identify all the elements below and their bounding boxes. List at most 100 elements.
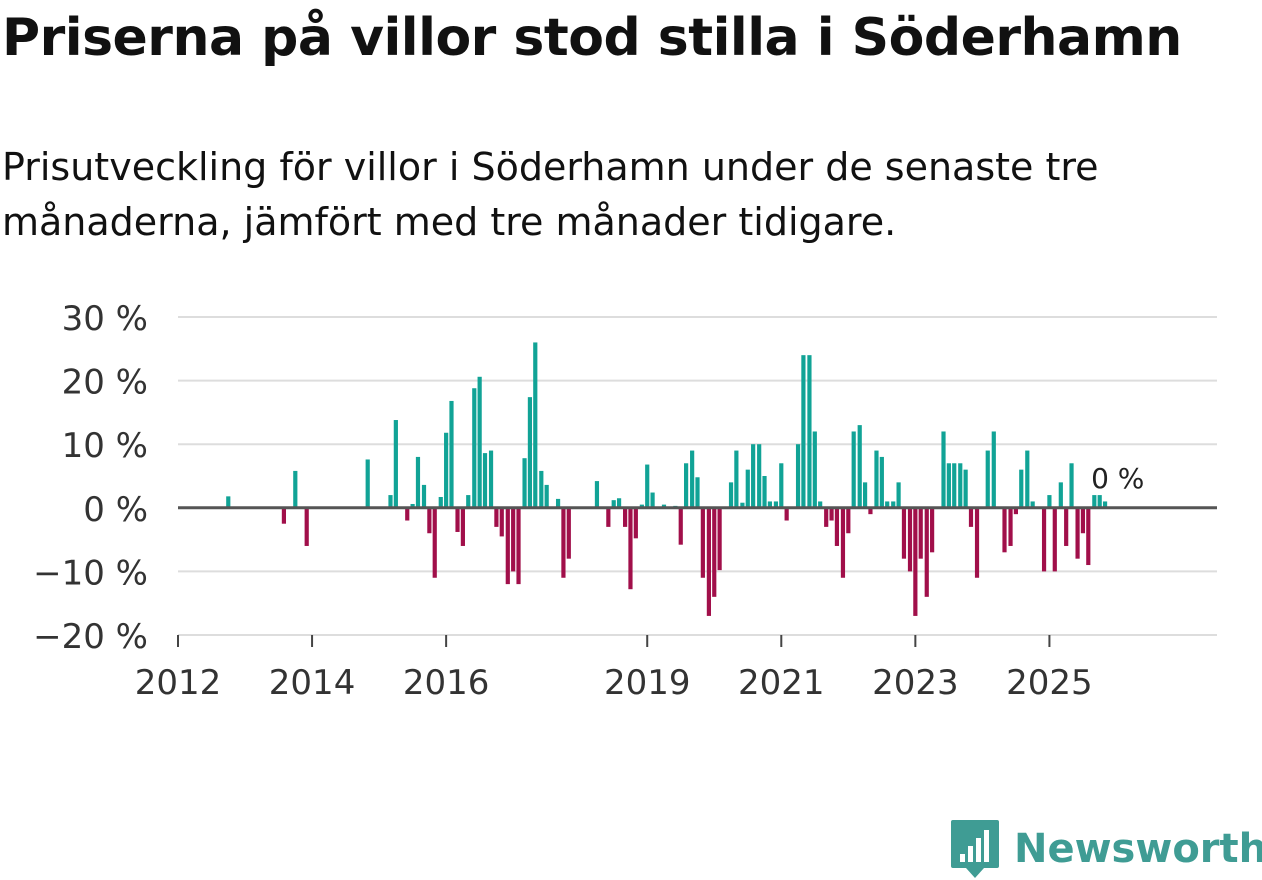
bar-series [178,342,1217,615]
bar [1053,508,1057,572]
last-value-label: 0 % [1091,462,1144,495]
bar [964,470,968,508]
bar [1098,495,1102,508]
bar [874,451,878,508]
bar [779,463,783,508]
bar [293,471,297,508]
bar [461,508,465,546]
bar [1092,495,1096,508]
bar [444,433,448,508]
bar [645,465,649,508]
bar [863,482,867,507]
bar [975,508,979,578]
bar [623,508,627,527]
bar [829,508,833,521]
bar [952,463,956,508]
bar [305,508,309,546]
bar [506,508,510,584]
bar [807,355,811,508]
x-tick-label: 2025 [1006,663,1093,703]
bar [880,457,884,508]
bar [707,508,711,616]
bar [500,508,504,537]
y-tick-label: 30 % [62,299,148,339]
bar [841,508,845,578]
bar [366,459,370,507]
bar [913,508,917,616]
bar [427,508,431,533]
bar [958,463,962,508]
bar [405,508,409,521]
bar [908,508,912,572]
bar [483,453,487,508]
bar [757,444,761,508]
bar [650,493,654,508]
y-tick-label: −20 % [33,617,148,657]
bar [846,508,850,533]
gridlines [178,317,1217,635]
bar [595,481,599,508]
bar-chart-pin-icon [950,818,1000,880]
bar [1086,508,1090,565]
bar [1042,508,1046,572]
bar [824,508,828,527]
newsworthy-logo: Newsworthy [950,818,1262,880]
bar [1059,482,1063,507]
bar [416,457,420,508]
bar [701,508,705,578]
bar [969,508,973,527]
bar [925,508,929,597]
x-tick-label: 2016 [403,663,490,703]
bar [746,470,750,508]
bar [852,431,856,507]
bar [282,508,286,524]
bar [516,508,520,584]
bar [835,508,839,546]
bar [695,477,699,508]
bar [941,431,945,507]
bar [813,431,817,507]
bar [712,508,716,597]
y-tick-label: 20 % [62,363,148,403]
bar [533,342,537,507]
bar [634,508,638,539]
bar [1069,463,1073,508]
bar [439,497,443,508]
bar [394,420,398,508]
x-tick-label: 2023 [872,663,959,703]
y-tick-label: 0 % [83,490,148,530]
x-tick-label: 2012 [135,663,222,703]
bar [511,508,515,572]
bar [1002,508,1006,553]
brand-name: Newsworthy [1014,826,1262,872]
bar [422,485,426,508]
bar [472,388,476,508]
bar [522,458,526,508]
bar [690,451,694,508]
bar [1019,470,1023,508]
bar [986,451,990,508]
bar [494,508,498,527]
bar [1064,508,1068,546]
bar [992,431,996,507]
bar [1075,508,1079,559]
bar [539,471,543,508]
bar [930,508,934,553]
bar [466,495,470,508]
y-axis-labels: 30 %20 %10 %0 %−10 %−20 % [33,299,148,657]
bar [947,463,951,508]
chart-title: Priserna på villor stod stilla i Söderha… [2,8,1182,68]
bar [762,476,766,508]
bar [785,508,789,521]
bar [919,508,923,559]
bar [628,508,632,589]
bar [801,355,805,508]
y-tick-label: 10 % [62,426,148,466]
bar [478,377,482,508]
bar [388,495,392,508]
bar [528,397,532,508]
bar [489,451,493,508]
chart-subtitle: Prisutveckling för villor i Söderhamn un… [2,140,1257,250]
